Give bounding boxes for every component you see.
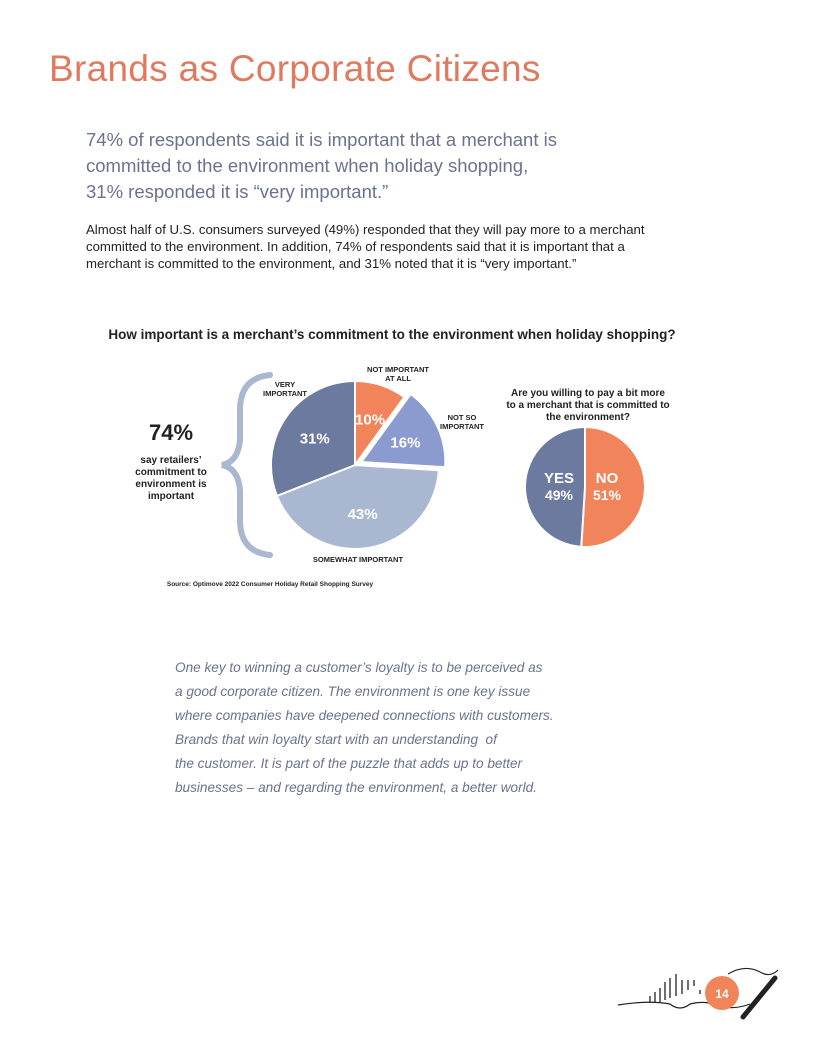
category-label: NOT IMPORTANT AT ALL [367, 365, 429, 383]
quote-line: One key to winning a customer’s loyalty … [175, 660, 543, 675]
lead-line: 74% of respondents said it is important … [86, 129, 557, 150]
category-label: YES [544, 470, 574, 487]
callout-text: say retailers’ commitment to environment i… [135, 455, 207, 502]
lead-line: 31% responded it is “very important.” [86, 181, 389, 202]
infographic-title: How important is a merchant’s commitment… [108, 327, 675, 342]
pie-slice [275, 463, 440, 550]
page-title: Brands as Corporate Citizens [49, 48, 541, 89]
category-label: SOMEWHAT IMPORTANT [313, 555, 404, 564]
quote-line: the customer. It is part of the puzzle t… [175, 756, 523, 771]
callout-value: 74% [149, 420, 193, 445]
page-number: 14 [715, 987, 729, 1001]
value-label: 10% [355, 412, 385, 429]
pie-slice [270, 379, 356, 498]
value-label: 43% [348, 506, 378, 523]
source: Source: Optimove 2022 Consumer Holiday R… [167, 581, 374, 588]
quote-line: businesses – and regarding the environme… [175, 780, 537, 795]
category-label: NO [596, 470, 619, 487]
value-label: 31% [300, 431, 330, 448]
decoration: 14 [617, 967, 779, 1020]
value-label: 16% [390, 434, 420, 451]
lead: 74% of respondents said it is important … [86, 127, 557, 205]
chart-title: Are you willing to pay a bit more to a me… [506, 388, 669, 423]
pie-slice [359, 392, 447, 469]
category-label: VERY IMPORTANT [263, 380, 307, 398]
brace [221, 372, 273, 558]
quote-line: Brands that win loyalty start with an un… [175, 732, 497, 747]
infographic: How important is a merchant’s commitment… [108, 327, 675, 588]
quote-line: where companies have deepened connection… [175, 708, 554, 723]
quote-line: a good corporate citizen. The environmen… [175, 684, 531, 699]
lead-line: committed to the environment when holida… [86, 155, 529, 176]
pie-slice [524, 425, 586, 548]
pie-slice [580, 425, 646, 548]
value-label: 49% [545, 487, 574, 503]
category-label: NOT SO IMPORTANT [440, 413, 484, 431]
quote: One key to winning a customer’s loyalty … [175, 656, 554, 800]
body-text: Almost half of U.S. consumers surveyed (… [86, 222, 645, 271]
value-label: 51% [593, 487, 622, 503]
